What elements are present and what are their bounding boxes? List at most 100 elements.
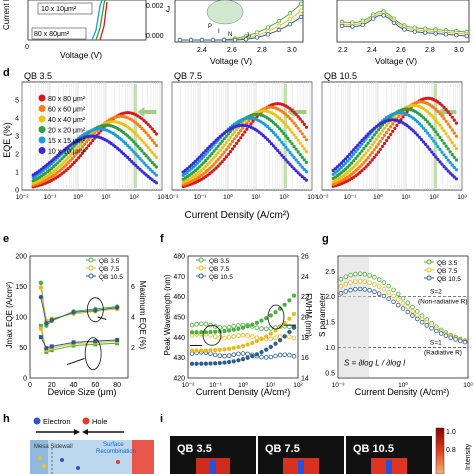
panel-d-point <box>426 131 430 135</box>
panel-d-point <box>134 163 138 168</box>
panel-d-point <box>237 139 241 143</box>
panel-d-point <box>362 136 366 140</box>
panel-f-wavelength-point <box>287 334 292 340</box>
panel-d-legend-label: 10 x 10 μm² <box>48 149 86 156</box>
panel-g-point <box>348 287 353 293</box>
panel-g-legend: QB 3.5QB 7.5QB 10.5 <box>424 259 461 283</box>
emission-core-qb35 <box>210 460 216 474</box>
panel-c: 2.2 2.4 2.6 2.8 3.0 Voltage (V) <box>336 0 470 66</box>
panel-d-point <box>278 151 282 155</box>
panel-d-point <box>210 164 214 168</box>
panel-g-point <box>391 293 396 299</box>
panel-d-point <box>300 155 304 159</box>
panel-c-xtick-3: 2.8 <box>425 47 435 54</box>
panel-d-point <box>292 155 296 160</box>
panel-d-point <box>214 160 218 164</box>
panel-d-point <box>56 153 60 158</box>
panel-f-fwhm-point <box>277 338 283 343</box>
panel-d-point <box>288 150 292 154</box>
panel-d-point <box>450 141 454 145</box>
panel-f-fwhm-point <box>291 293 297 298</box>
panel-g-point <box>405 309 411 315</box>
panel-f-legend-marker <box>198 265 204 271</box>
panel-d-point <box>366 132 370 136</box>
panel-d-point <box>74 147 78 151</box>
panel-g-annot-s2: S=2 <box>430 289 442 296</box>
panel-g-xlabel: Current Density (A/cm²) <box>355 387 450 397</box>
panel-d-point <box>150 138 154 142</box>
panel-d-subplot-0: QB 3.5 0 1 2 3 4 5 10⁻² 10⁻¹ 10⁰ 10¹ 10² 10³ <box>15 71 167 201</box>
panel-d-point <box>220 146 224 150</box>
panel-d-point <box>348 157 352 161</box>
panel-d-point <box>380 129 385 133</box>
panel-d-point <box>152 153 156 157</box>
panel-f-fwhm-point <box>291 325 297 330</box>
panel-d-point <box>442 129 446 133</box>
panel-d-point <box>60 167 64 171</box>
panel-d-point <box>290 108 294 112</box>
panel-d-point <box>348 169 352 173</box>
panel-d-point <box>132 130 136 134</box>
panel-d-xlabel: Current Density (A/cm²) <box>184 210 289 221</box>
panel-d-point <box>278 138 282 142</box>
panel-f-xtick: 10¹ <box>266 382 276 389</box>
panel-f-xtick: 10² <box>293 382 303 389</box>
panel-f-fwhm-point <box>231 359 236 364</box>
panel-g-point <box>357 286 363 292</box>
panel-d-point <box>421 140 426 144</box>
panel-d-point <box>66 167 70 171</box>
panel-d-point <box>245 121 249 125</box>
panel-f-fwhm-point <box>217 360 222 366</box>
panel-f-wavelength-point <box>236 333 241 338</box>
panel-d-point <box>298 173 302 177</box>
panel-d-point <box>454 168 458 172</box>
panel-f-ytick: 460 <box>173 294 185 301</box>
panel-c-curves <box>339 9 469 39</box>
panel-d-point <box>362 153 366 158</box>
panel-d-point <box>214 138 218 142</box>
panel-f-ytick: 440 <box>173 335 185 342</box>
recombination-dot-2 <box>42 464 46 468</box>
panel-d-point <box>140 159 144 163</box>
panel-d-point <box>212 149 216 153</box>
panel-d-point <box>360 138 364 143</box>
panel-f-fwhm-point <box>194 330 199 335</box>
panel-e-eqe-point <box>38 326 43 331</box>
panel-f-fwhm-point <box>254 338 260 344</box>
panel-d-point <box>150 127 154 131</box>
panel-b-label-i: I <box>218 29 220 35</box>
panel-d-xtick: 10⁻¹ <box>194 194 208 201</box>
panel-e-y2tick: 2 <box>131 345 135 352</box>
panel-g-point <box>391 299 396 305</box>
p-region <box>132 440 154 474</box>
panel-d-point <box>82 149 87 153</box>
panel-c-frame <box>336 0 470 43</box>
emission-core-qb75 <box>298 460 304 474</box>
colorbar-label: Intensity <box>465 443 472 470</box>
panel-d-point <box>212 140 216 144</box>
panel-d-point <box>126 144 130 148</box>
panel-f-wavelength-point <box>212 352 218 358</box>
panel-f-fwhm-point <box>236 344 241 350</box>
panel-d-point <box>378 132 382 136</box>
panel-d-point <box>417 122 421 126</box>
panel-d-point <box>391 122 395 126</box>
panel-d-ytick: 3 <box>15 134 19 141</box>
panel-d-point <box>438 123 442 127</box>
panel-d-point <box>450 115 454 119</box>
panel-c-point <box>454 32 459 38</box>
panel-d-point <box>87 144 91 148</box>
panel-g-point <box>348 272 353 278</box>
panel-d-point <box>444 119 448 123</box>
panel-d-point <box>352 148 356 152</box>
panel-e-y2tick: 6 <box>131 284 135 291</box>
panel-d-point <box>206 146 210 151</box>
electron-arrowhead <box>74 429 80 435</box>
panel-d-point <box>138 136 142 140</box>
panel-f-wavelength-point <box>254 325 260 331</box>
panel-d-point <box>382 133 387 137</box>
panel-d-point <box>356 161 360 165</box>
panel-b-point <box>298 8 304 14</box>
panel-d-point <box>454 134 458 138</box>
panel-b-point <box>232 37 238 43</box>
